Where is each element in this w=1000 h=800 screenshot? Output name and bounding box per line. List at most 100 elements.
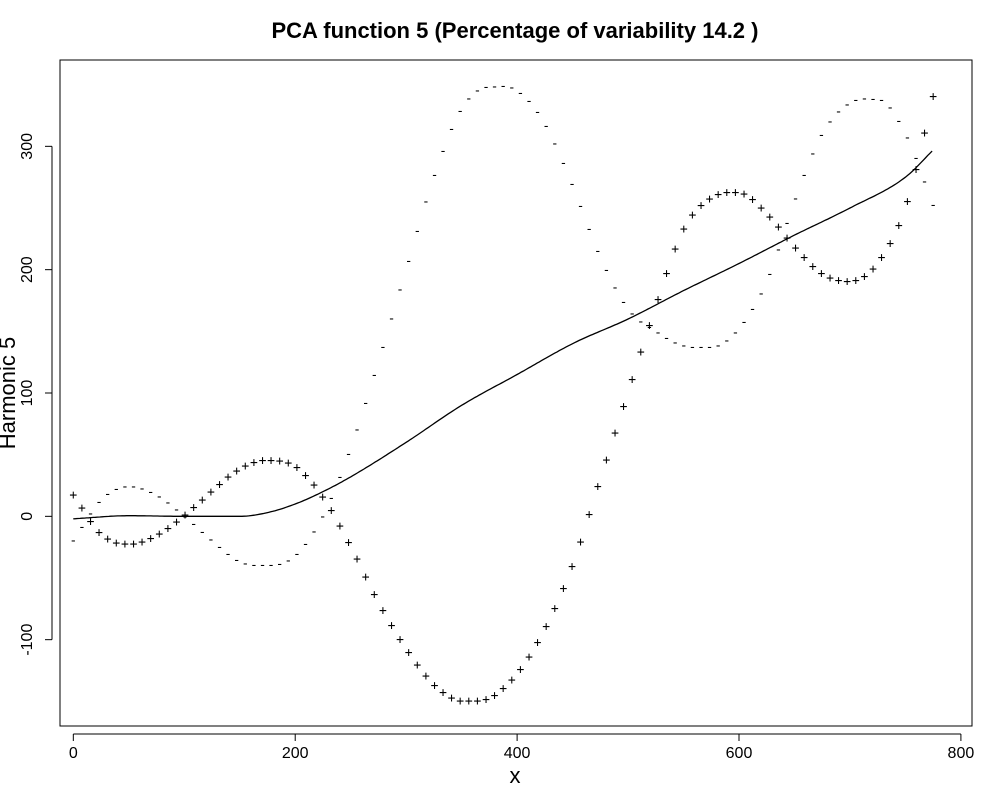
x-tick-label: 400: [504, 745, 531, 762]
plus-mark: +: [405, 646, 413, 661]
plus-mark: +: [104, 532, 112, 547]
minus-mark: -: [284, 553, 292, 568]
plus-mark: +: [198, 493, 206, 508]
x-tick-label: 200: [282, 745, 309, 762]
minus-mark: -: [516, 86, 524, 101]
minus-mark: -: [671, 335, 679, 350]
y-tick-label: 100: [19, 380, 36, 407]
minus-mark: -: [508, 81, 516, 96]
minus-mark: -: [95, 495, 103, 510]
minus-mark: -: [663, 331, 671, 346]
plus-mark: +: [388, 618, 396, 633]
plus-mark: +: [181, 508, 189, 523]
plus-mark: +: [112, 536, 120, 551]
minus-mark: -: [912, 151, 920, 166]
plus-mark: +: [327, 504, 335, 519]
minus-mark: -: [534, 105, 542, 120]
minus-mark: -: [774, 243, 782, 258]
plus-mark: +: [439, 686, 447, 701]
plus-mark: +: [663, 267, 671, 282]
plus-mark: +: [809, 260, 817, 275]
plus-mark: +: [757, 201, 765, 216]
minus-mark: -: [465, 92, 473, 107]
plus-mark: +: [878, 251, 886, 266]
minus-mark: -: [559, 156, 567, 171]
plus-mark: +: [585, 507, 593, 522]
minus-mark: -: [456, 104, 464, 119]
plus-mark: +: [353, 552, 361, 567]
plus-mark: +: [534, 636, 542, 651]
minus-mark: -: [241, 556, 249, 571]
minus-mark: -: [491, 79, 499, 94]
plus-mark: +: [69, 488, 77, 503]
minus-mark: -: [164, 495, 172, 510]
plus-mark: +: [130, 537, 138, 552]
plus-mark: +: [207, 485, 215, 500]
plus-mark: +: [817, 267, 825, 282]
minus-mark: -: [173, 502, 181, 517]
minus-mark: -: [250, 558, 258, 573]
minus-mark: -: [731, 325, 739, 340]
plus-mark: +: [302, 468, 310, 483]
minus-mark: -: [585, 222, 593, 237]
plus-mark: +: [860, 270, 868, 285]
minus-mark: -: [379, 340, 387, 355]
plus-mark: +: [706, 192, 714, 207]
plus-mark: +: [508, 673, 516, 688]
plus-mark: +: [164, 522, 172, 537]
plus-mark: +: [284, 456, 292, 471]
plus-mark: +: [516, 662, 524, 677]
minus-mark: -: [697, 340, 705, 355]
minus-mark: -: [594, 244, 602, 259]
minus-mark: -: [181, 510, 189, 525]
minus-mark: -: [78, 520, 86, 535]
minus-mark: -: [327, 491, 335, 506]
minus-mark: -: [878, 93, 886, 108]
y-tick-label: 0: [19, 512, 36, 521]
minus-mark: -: [688, 340, 696, 355]
plus-mark: +: [800, 251, 808, 266]
plus-mark: +: [740, 187, 748, 202]
plus-mark: +: [78, 501, 86, 516]
minus-mark: -: [895, 114, 903, 129]
minus-mark: -: [473, 84, 481, 99]
minus-mark: -: [654, 325, 662, 340]
minus-mark: -: [353, 423, 361, 438]
plus-mark: +: [267, 453, 275, 468]
plus-mark: +: [749, 193, 757, 208]
plus-mark: +: [559, 582, 567, 597]
minus-mark: -: [645, 320, 653, 335]
minus-mark: -: [388, 312, 396, 327]
minus-mark: -: [319, 509, 327, 524]
minus-mark: -: [87, 506, 95, 521]
minus-mark: -: [396, 283, 404, 298]
minus-mark: -: [783, 216, 791, 231]
plus-mark: +: [671, 242, 679, 257]
y-axis-label: Harmonic 5: [0, 337, 20, 449]
minus-mark: -: [903, 130, 911, 145]
plus-mark: +: [362, 570, 370, 585]
minus-mark: -: [422, 195, 430, 210]
minus-mark: -: [680, 339, 688, 354]
plus-mark: +: [869, 262, 877, 277]
plus-mark: +: [465, 694, 473, 709]
minus-mark: -: [267, 558, 275, 573]
plus-mark: +: [912, 162, 920, 177]
minus-mark: -: [431, 168, 439, 183]
plus-mark: +: [319, 490, 327, 505]
minus-mark: -: [886, 101, 894, 116]
plus-mark: +: [491, 688, 499, 703]
minus-mark: -: [843, 98, 851, 113]
minus-mark: -: [482, 80, 490, 95]
y-tick-label: -100: [19, 624, 36, 656]
minus-mark: -: [835, 105, 843, 120]
plus-mark: +: [233, 464, 241, 479]
minus-mark: -: [714, 339, 722, 354]
minus-mark: -: [602, 263, 610, 278]
minus-mark: -: [104, 487, 112, 502]
minus-mark: -: [207, 533, 215, 548]
plus-mark: +: [336, 519, 344, 534]
x-axis-label: x: [510, 763, 521, 788]
minus-mark: -: [130, 480, 138, 495]
